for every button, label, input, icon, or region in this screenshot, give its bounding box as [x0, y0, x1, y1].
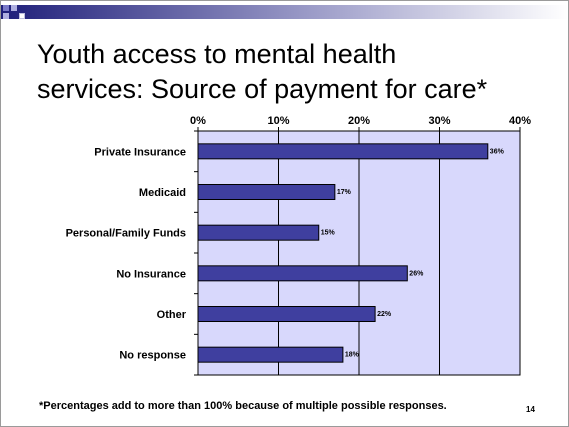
bar [197, 184, 336, 200]
title-line-1: Youth access to mental health [37, 39, 397, 69]
bar [197, 265, 408, 282]
data-label: 17% [337, 189, 352, 196]
bar [197, 346, 344, 363]
footnote: *Percentages add to more than 100% becau… [39, 400, 447, 412]
x-tick-label: 30% [428, 115, 450, 127]
data-label: 26% [409, 270, 424, 277]
category-label: Medicaid [139, 187, 186, 199]
page-number: 14 [526, 405, 535, 414]
category-label: No response [119, 350, 186, 362]
category-label: Personal/Family Funds [66, 228, 186, 240]
slide-title: Youth access to mental health services: … [37, 37, 557, 107]
x-tick-label: 20% [348, 115, 370, 127]
deco-square-3 [3, 13, 9, 19]
category-label: Other [157, 309, 187, 321]
bar [197, 306, 376, 322]
x-tick-label: 0% [190, 115, 206, 127]
bar [197, 143, 489, 160]
x-tick-label: 10% [267, 115, 289, 127]
data-label: 18% [345, 352, 360, 359]
category-label: Private Insurance [94, 146, 186, 158]
category-label: No Insurance [116, 268, 186, 280]
data-label: 15% [321, 230, 336, 237]
header-gradient [1, 5, 568, 19]
data-label: 36% [490, 148, 505, 155]
deco-square-2 [11, 5, 17, 11]
bar [197, 224, 320, 241]
deco-square-4 [19, 13, 25, 19]
gradient-band [1, 5, 568, 19]
title-line-2: services: Source of payment for care* [37, 74, 488, 104]
header-bar [1, 1, 568, 23]
data-label: 22% [377, 311, 392, 318]
deco-square-1 [3, 5, 9, 11]
bar-chart: 0% 10% 20% 30% 40% Private Insurance 36% Medica… [66, 115, 531, 376]
x-tick-label: 40% [509, 115, 531, 127]
